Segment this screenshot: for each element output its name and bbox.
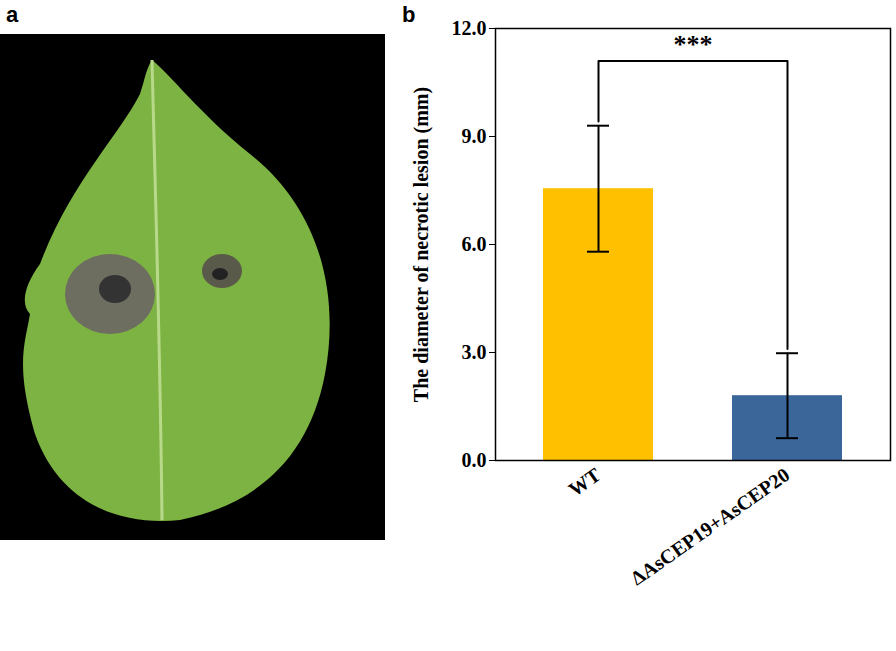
svg-text:ΔAsCEP19+AsCEP20: ΔAsCEP19+AsCEP20 — [627, 463, 794, 589]
html-text:a: a — [6, 2, 19, 27]
svg-text:0.0: 0.0 — [462, 449, 487, 471]
svg-text:WT: WT — [565, 463, 605, 501]
svg-text:9.0: 9.0 — [462, 125, 487, 147]
svg-text:***: *** — [674, 30, 713, 59]
svg-text:3.0: 3.0 — [462, 341, 487, 363]
svg-text:The diameter of necrotic lesio: The diameter of necrotic lesion (mm) — [410, 87, 433, 402]
svg-text:12.0: 12.0 — [452, 17, 487, 39]
svg-text:6.0: 6.0 — [462, 233, 487, 255]
html-text:b: b — [402, 2, 416, 27]
